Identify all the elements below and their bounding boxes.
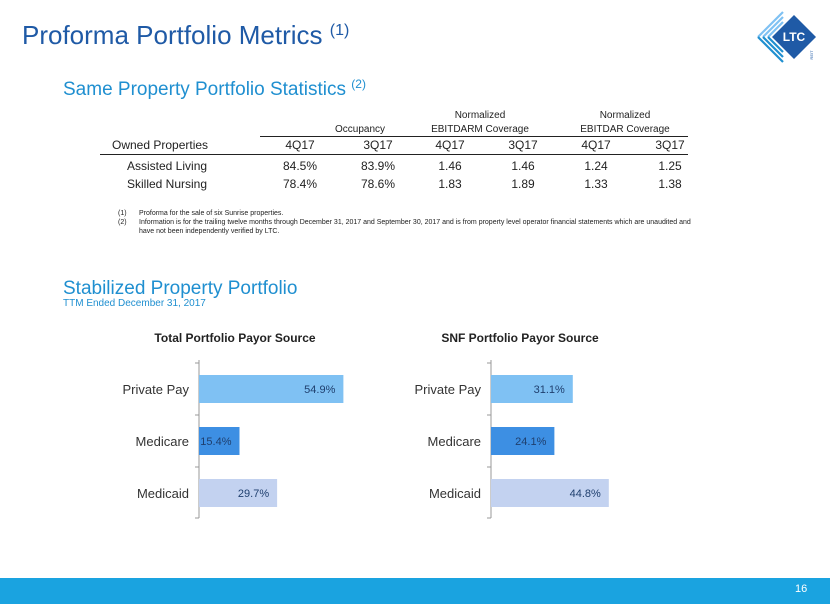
chart-bar [199, 427, 240, 455]
table-top-rule [260, 136, 688, 137]
table-header-rule [100, 154, 688, 155]
section-title-statistics: Same Property Portfolio Statistics (2) [63, 77, 366, 101]
logo-text: LTC [783, 30, 806, 44]
table-cell: 1.89 [511, 177, 535, 191]
footnote-number: (1) [118, 210, 127, 217]
column-header-owned-properties: Owned Properties [112, 138, 209, 152]
chart-category-label: Private Pay [123, 382, 190, 397]
page-number: 16 [795, 583, 808, 595]
column-header: 3Q17 [508, 138, 538, 152]
footnote-text: Proforma for the sale of six Sunrise pro… [139, 210, 284, 217]
chart-bar [491, 427, 555, 455]
table-cell: 84.5% [282, 159, 318, 173]
column-header: 3Q17 [363, 138, 393, 152]
group-header-ebitdar-top: Normalized [599, 110, 651, 121]
section-title-stabilized: Stabilized Property Portfolio [63, 278, 298, 299]
chart-title-snf-portfolio: SNF Portfolio Payor Source [441, 331, 599, 345]
page-title: Proforma Portfolio Metrics (1) [22, 20, 349, 51]
chart-data-label: 29.7% [238, 488, 269, 500]
column-header: 4Q17 [285, 138, 315, 152]
footer-bar [0, 578, 830, 604]
column-header: 4Q17 [435, 138, 465, 152]
row-label: Assisted Living [127, 159, 208, 173]
table-cell: 83.9% [360, 159, 396, 173]
column-header: 3Q17 [655, 138, 685, 152]
group-header-occupancy: Occupancy [334, 124, 386, 135]
chart-data-label: 31.1% [534, 384, 565, 396]
chart-bar [491, 479, 609, 507]
table-cell: 1.83 [438, 177, 462, 191]
chart-total-portfolio: Private Pay 54.9% Medicare 15.4% Medicaid 29.… [123, 360, 344, 519]
chart-category-label: Medicare [428, 434, 481, 449]
chart-category-label: Private Pay [415, 382, 482, 397]
group-header-ebitdarm: EBITDARM Coverage [431, 124, 529, 135]
group-header-ebitdarm-top: Normalized [454, 110, 506, 121]
table-cell: 1.38 [658, 177, 682, 191]
page-title-text: Proforma Portfolio Metrics [22, 20, 323, 50]
chart-data-label: 24.1% [515, 436, 546, 448]
page-title-note: (1) [329, 22, 350, 39]
column-header: 4Q17 [581, 138, 611, 152]
logo-subtext: REIT [809, 50, 814, 60]
section-title-statistics-note: (2) [351, 77, 366, 91]
chart-title-total-portfolio: Total Portfolio Payor Source [154, 331, 316, 345]
group-header-ebitdar: EBITDAR Coverage [580, 124, 670, 135]
table-cell: 78.4% [282, 177, 318, 191]
table-cell: 1.46 [511, 159, 535, 173]
chart-category-label: Medicaid [137, 486, 189, 501]
table-cell: 78.6% [360, 177, 396, 191]
section-subtitle-stabilized: TTM Ended December 31, 2017 [63, 298, 206, 309]
table-cell: 1.46 [438, 159, 462, 173]
ltc-logo: LTC REIT [757, 11, 816, 63]
chart-bar [199, 375, 344, 403]
table-cell: 1.24 [584, 159, 608, 173]
chart-data-label: 54.9% [304, 384, 335, 396]
section-title-statistics-text: Same Property Portfolio Statistics [63, 79, 346, 100]
chart-data-label: 44.8% [570, 488, 601, 500]
row-label: Skilled Nursing [127, 177, 208, 191]
chart-snf-portfolio: Private Pay 31.1% Medicare 24.1% Medicaid 44.… [415, 360, 609, 519]
footnote-text: Information is for the trailing twelve m… [139, 219, 691, 235]
chart-bar [491, 375, 573, 403]
table-cell: 1.33 [584, 177, 608, 191]
chart-bar [199, 479, 278, 507]
chart-category-label: Medicaid [429, 486, 481, 501]
chart-category-label: Medicare [136, 434, 189, 449]
table-cell: 1.25 [658, 159, 682, 173]
footnote-number: (2) [118, 219, 127, 226]
chart-data-label: 15.4% [200, 436, 231, 448]
